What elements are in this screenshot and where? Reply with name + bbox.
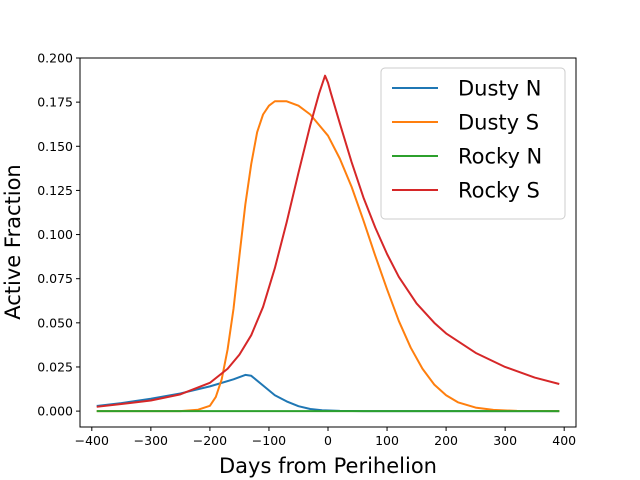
y-tick-label: 0.000 (37, 404, 73, 419)
legend-entries: Dusty N Dusty S Rocky N Rocky S (392, 77, 542, 203)
legend-box (380, 67, 566, 220)
series-layer (96, 74, 560, 413)
legend-label-2: Rocky N (458, 145, 542, 169)
x-tick-label: −400 (75, 433, 109, 448)
y-tick-label: 0.150 (37, 139, 73, 154)
x-tick-label: 100 (375, 433, 399, 448)
x-tick-label: −100 (252, 433, 286, 448)
x-ticks: −400 −300 −200 −100 0 100 200 300 400 (75, 427, 576, 448)
x-tick-label: 200 (434, 433, 458, 448)
y-ticks: 0.000 0.025 0.050 0.075 0.100 0.125 0.150 0.175… (37, 51, 80, 419)
y-tick-label: 0.075 (37, 271, 73, 286)
y-tick-label: 0.050 (37, 315, 73, 330)
x-tick-label: −300 (134, 433, 168, 448)
y-tick-label: 0.100 (37, 227, 73, 242)
y-tick-label: 0.025 (37, 359, 73, 374)
series-line-3 (96, 74, 560, 408)
x-tick-label: −200 (193, 433, 227, 448)
legend-label-3: Rocky S (458, 179, 540, 203)
y-tick-label: 0.175 (37, 95, 73, 110)
x-axis-label: Days from Perihelion (219, 454, 437, 478)
y-axis-label: Active Fraction (1, 164, 25, 319)
series-line-1 (96, 100, 560, 413)
series-line-0 (96, 373, 560, 413)
y-tick-label: 0.200 (37, 51, 73, 66)
y-tick-label: 0.125 (37, 183, 73, 198)
legend-label-1: Dusty S (458, 111, 539, 135)
x-tick-label: 400 (552, 433, 576, 448)
legend: Dusty N Dusty S Rocky N Rocky S (380, 67, 566, 220)
x-tick-label: 0 (324, 433, 332, 448)
legend-label-0: Dusty N (458, 77, 541, 101)
x-tick-label: 300 (493, 433, 517, 448)
